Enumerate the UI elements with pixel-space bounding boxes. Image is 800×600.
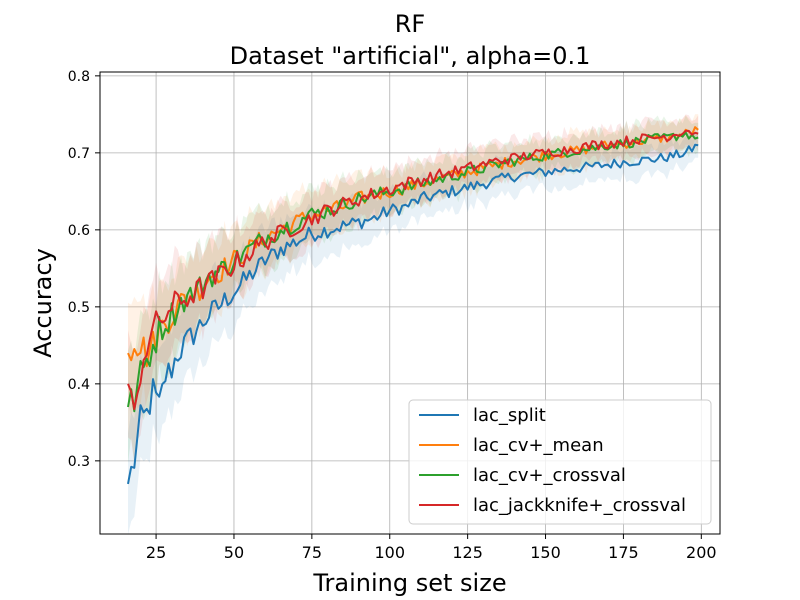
confidence-band bbox=[128, 129, 699, 535]
y-axis-ticks: 0.3 0.4 0.5 0.6 0.7 0.8 bbox=[68, 69, 100, 470]
legend-label: lac_cv+_mean bbox=[473, 435, 604, 456]
plot-area-frame bbox=[99, 71, 721, 535]
legend-entries: lac_split lac_cv+_mean lac_cv+_crossvallac… bbox=[419, 405, 686, 516]
x-tick-label: 175 bbox=[608, 543, 639, 562]
x-tick-label: 75 bbox=[302, 543, 322, 562]
y-tick-label: 0.6 bbox=[68, 223, 90, 239]
y-tick-label: 0.3 bbox=[68, 454, 90, 470]
x-tick-label: 50 bbox=[224, 543, 244, 562]
x-tick-label: 25 bbox=[146, 543, 166, 562]
grid-lines bbox=[100, 72, 720, 534]
y-axis-label: Accuracy bbox=[29, 248, 57, 358]
x-tick-label: 150 bbox=[530, 543, 561, 562]
y-tick-label: 0.5 bbox=[68, 300, 90, 316]
series-line bbox=[127, 143, 699, 485]
x-tick-label: 125 bbox=[452, 543, 483, 562]
x-tick-label: 200 bbox=[686, 543, 717, 562]
x-tick-label: 100 bbox=[374, 543, 405, 562]
y-tick-label: 0.4 bbox=[68, 377, 90, 393]
x-axis-label: Training set size bbox=[312, 569, 506, 597]
chart-subtitle: Dataset "artificial", alpha=0.1 bbox=[230, 42, 591, 70]
legend: lac_split lac_cv+_mean lac_cv+_crossvallac… bbox=[408, 399, 712, 525]
series-line bbox=[127, 129, 699, 411]
legend-label: lac_cv+_crossval bbox=[473, 465, 626, 486]
chart-title: RF bbox=[395, 10, 425, 38]
x-axis-ticks: 25 50 75 100 125 150 175 200 bbox=[146, 534, 717, 562]
series-lines bbox=[127, 126, 699, 485]
y-tick-label: 0.8 bbox=[68, 69, 90, 85]
legend-label: lac_jackknife+_crossval bbox=[473, 495, 686, 516]
series-line bbox=[127, 131, 699, 413]
legend-label: lac_split bbox=[473, 405, 546, 426]
legend-box bbox=[408, 399, 712, 525]
y-tick-label: 0.7 bbox=[68, 146, 90, 162]
